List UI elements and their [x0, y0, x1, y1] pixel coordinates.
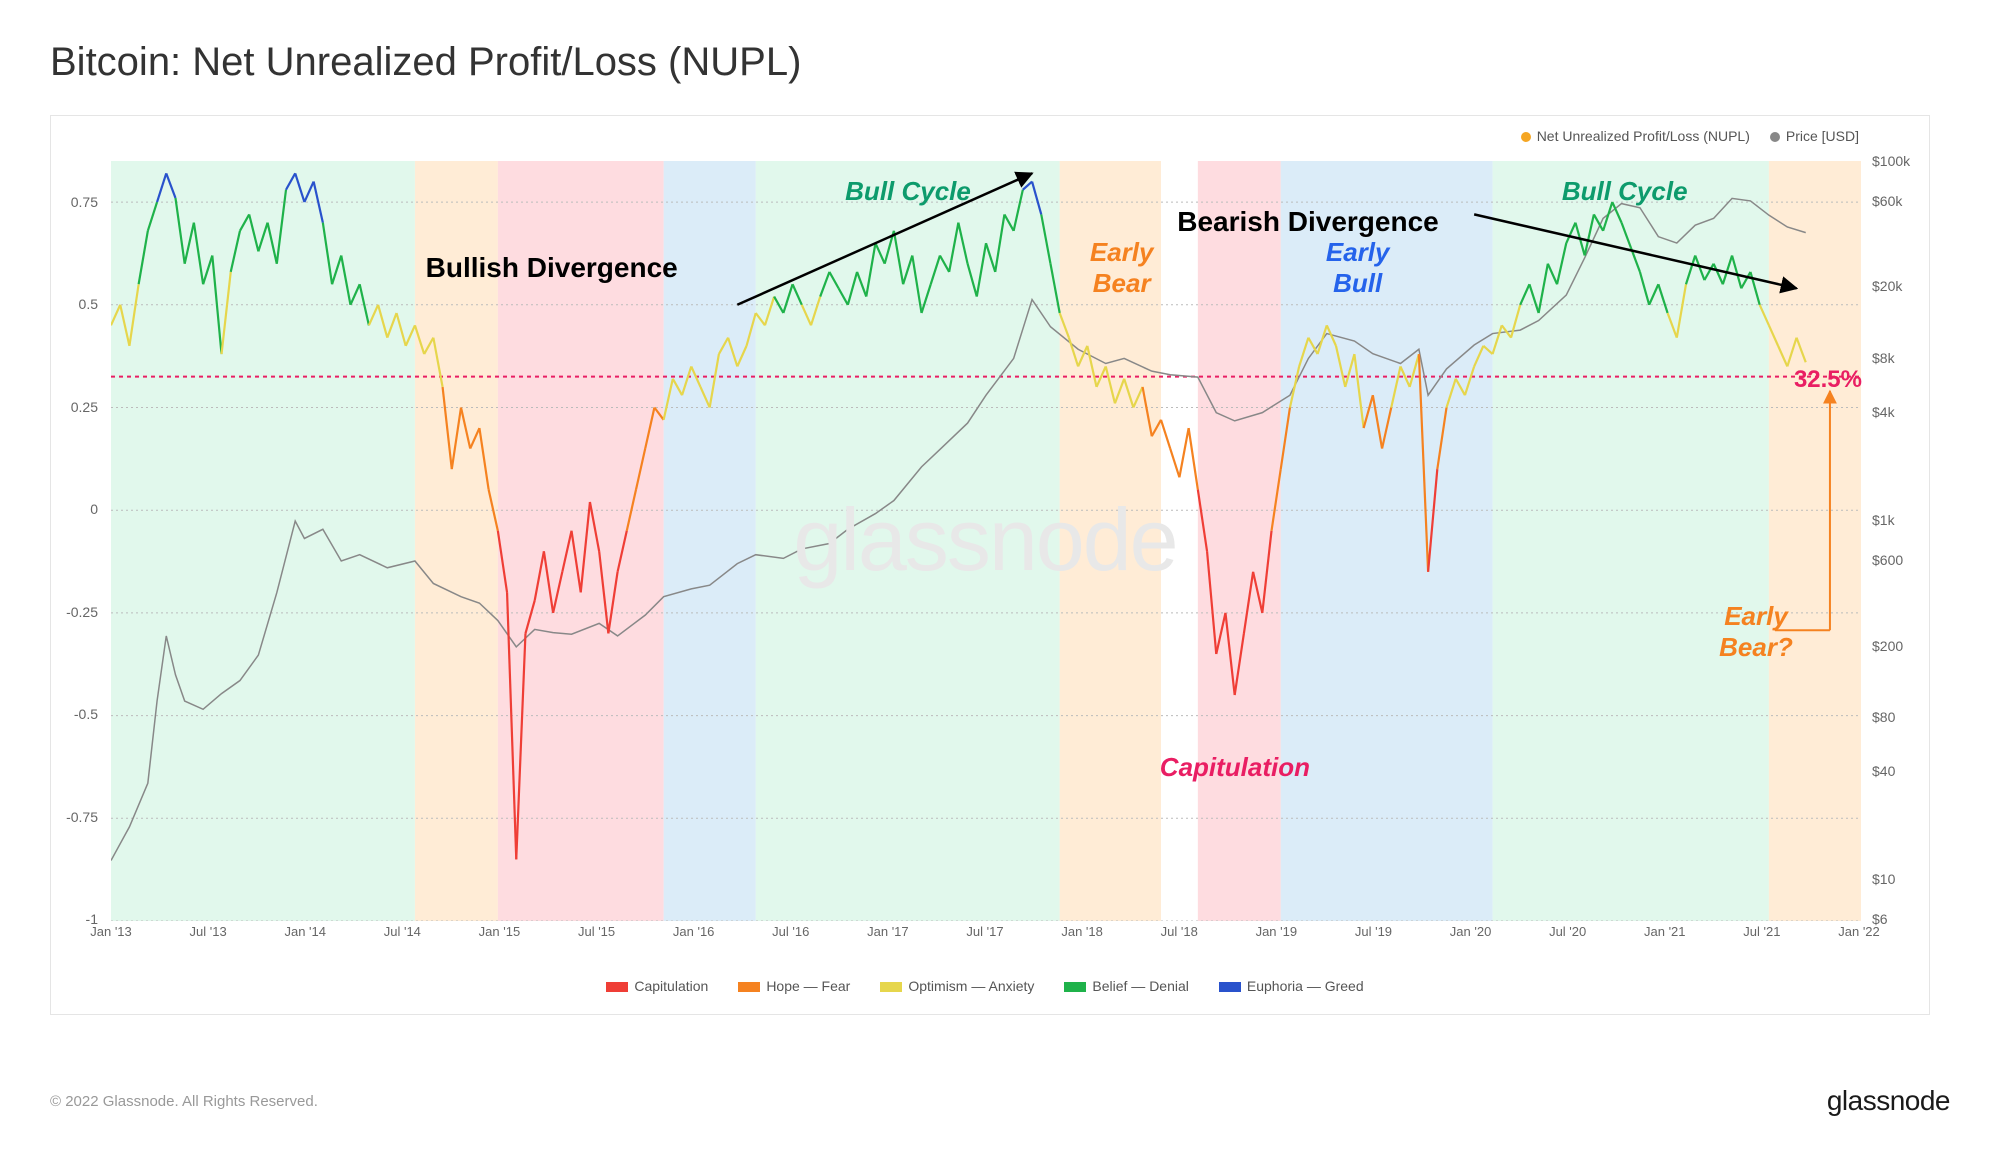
legend-item: Hope — Fear	[738, 978, 850, 994]
x-tick: Jul '15	[578, 924, 615, 939]
legend-item: Optimism — Anxiety	[880, 978, 1034, 994]
x-tick: Jan '20	[1450, 924, 1492, 939]
x-tick: Jan '14	[284, 924, 326, 939]
x-axis: Jan '13Jul '13Jan '14Jul '14Jan '15Jul '…	[111, 924, 1859, 954]
legend-item: Euphoria — Greed	[1219, 978, 1364, 994]
y-left-tick: -0.75	[66, 809, 98, 825]
y-right-tick: $10	[1872, 871, 1895, 887]
x-tick: Jul '21	[1743, 924, 1780, 939]
x-tick: Jul '19	[1355, 924, 1392, 939]
y-right-tick: $200	[1872, 638, 1903, 654]
y-left-tick: 0	[90, 501, 98, 517]
x-tick: Jul '16	[772, 924, 809, 939]
legend-nupl: Net Unrealized Profit/Loss (NUPL)	[1521, 128, 1750, 144]
y-right-tick: $8k	[1872, 350, 1895, 366]
x-tick: Jan '21	[1644, 924, 1686, 939]
y-right-tick: $40	[1872, 763, 1895, 779]
y-left-tick: -0.25	[66, 604, 98, 620]
y-right-tick: $60k	[1872, 193, 1902, 209]
y-right-tick: $4k	[1872, 404, 1895, 420]
legend-item: Belief — Denial	[1064, 978, 1189, 994]
x-tick: Jan '13	[90, 924, 132, 939]
y-axis-right: $6$10$40$80$200$600$1k$4k$8k$20k$60k$100…	[1864, 161, 1929, 919]
chart-container: Net Unrealized Profit/Loss (NUPL) Price …	[50, 115, 1930, 1015]
chart-svg	[111, 161, 1861, 921]
y-left-tick: 0.75	[71, 194, 98, 210]
y-right-tick: $100k	[1872, 153, 1910, 169]
x-tick: Jan '15	[479, 924, 521, 939]
y-right-tick: $20k	[1872, 278, 1902, 294]
x-tick: Jul '18	[1161, 924, 1198, 939]
x-tick: Jan '16	[673, 924, 715, 939]
x-tick: Jul '13	[190, 924, 227, 939]
x-tick: Jan '18	[1061, 924, 1103, 939]
y-left-tick: 0.5	[79, 296, 98, 312]
brand-logo: glassnode	[1827, 1085, 1950, 1117]
x-tick: Jul '20	[1549, 924, 1586, 939]
y-left-tick: -0.5	[74, 706, 98, 722]
x-tick: Jan '22	[1838, 924, 1880, 939]
y-right-tick: $1k	[1872, 512, 1895, 528]
legend-item: Capitulation	[606, 978, 708, 994]
chart-title: Bitcoin: Net Unrealized Profit/Loss (NUP…	[50, 40, 1950, 85]
x-tick: Jul '17	[966, 924, 1003, 939]
x-tick: Jul '14	[384, 924, 421, 939]
y-left-tick: 0.25	[71, 399, 98, 415]
x-tick: Jan '19	[1256, 924, 1298, 939]
copyright: © 2022 Glassnode. All Rights Reserved.	[50, 1093, 318, 1110]
top-legend: Net Unrealized Profit/Loss (NUPL) Price …	[1521, 128, 1859, 144]
bottom-legend: Capitulation Hope — Fear Optimism — Anxiet…	[111, 978, 1859, 994]
plot-area: glassnode Bull Cycle Bull Cycle Bullish …	[111, 161, 1859, 919]
x-tick: Jan '17	[867, 924, 909, 939]
y-right-tick: $80	[1872, 709, 1895, 725]
legend-price: Price [USD]	[1770, 128, 1859, 144]
y-right-tick: $600	[1872, 552, 1903, 568]
y-axis-left: -1-0.75-0.5-0.2500.250.50.75	[51, 161, 106, 919]
